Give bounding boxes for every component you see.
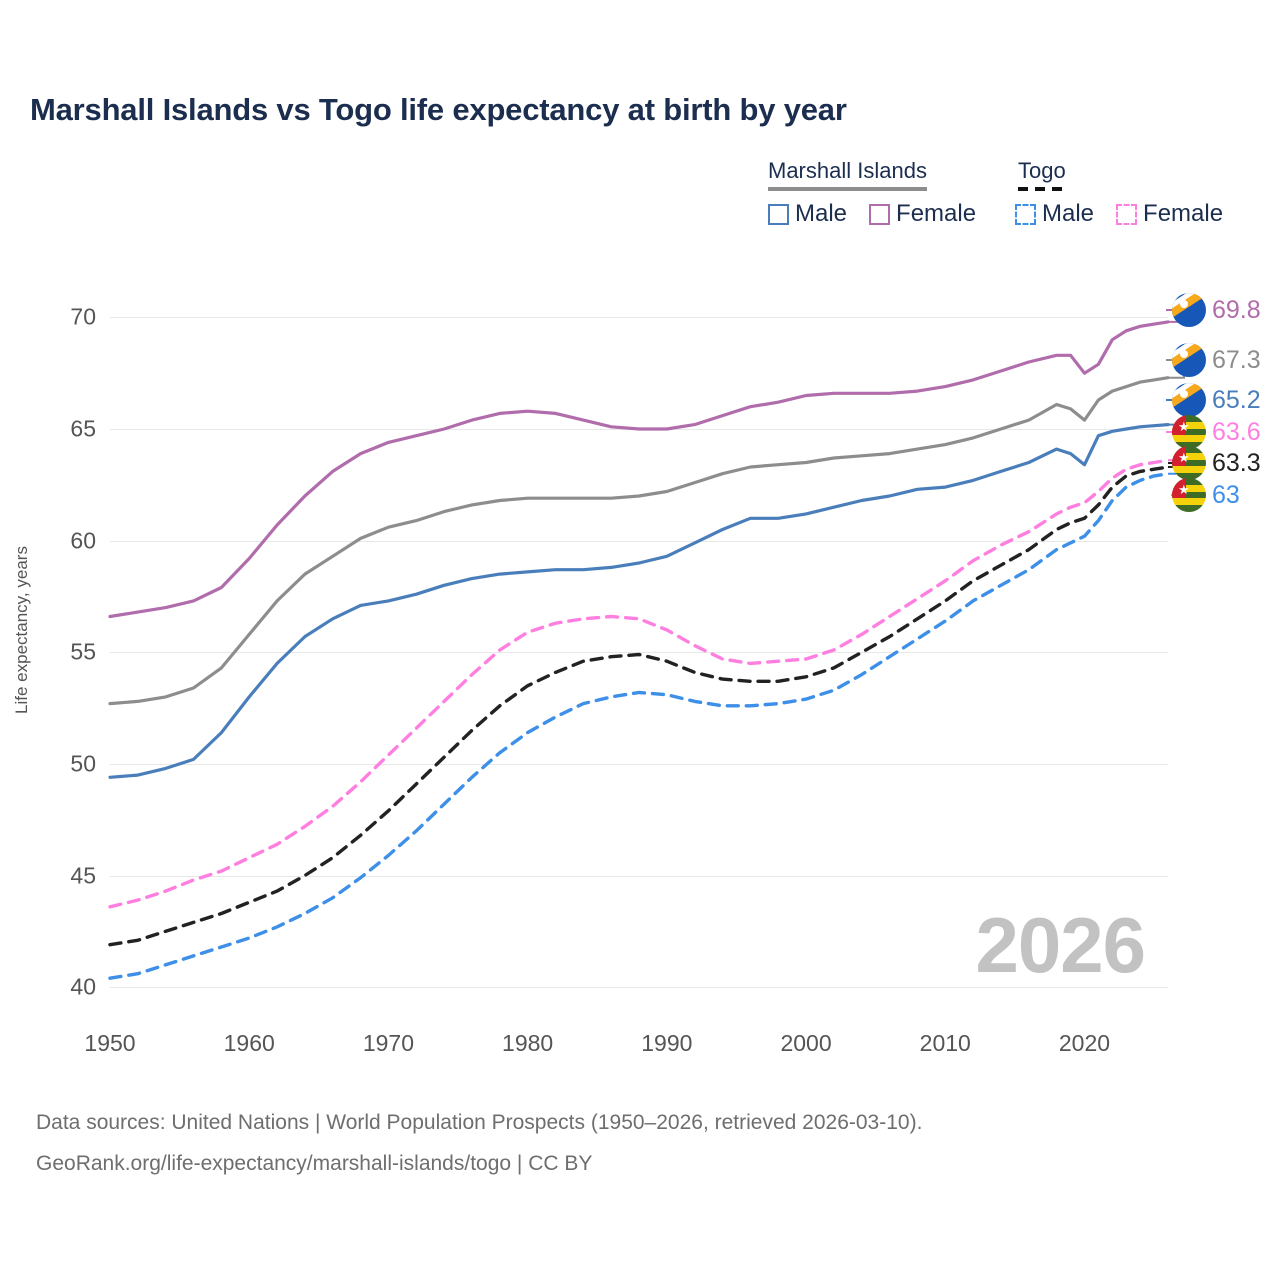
footer-attribution: GeoRank.org/life-expectancy/marshall-isl… <box>36 1152 593 1175</box>
gridline <box>110 763 1168 765</box>
year-watermark: 2026 <box>975 901 1146 989</box>
gridline <box>110 317 1168 319</box>
marshall-islands-flag-icon <box>1172 343 1206 377</box>
series-line <box>108 423 1170 779</box>
legend-item-marshall-islands-male[interactable]: Male <box>768 202 847 226</box>
gridline <box>110 987 1168 989</box>
marshall-islands-flag-icon <box>1172 383 1206 417</box>
x-axis-tick-label: 1950 <box>84 1030 136 1056</box>
legend-item-label: Female <box>1143 200 1224 227</box>
y-axis-tick-label: 60 <box>70 527 96 554</box>
legend-swatch-icon <box>1015 203 1036 225</box>
y-axis-tick-label: 50 <box>70 750 96 777</box>
series-end-label: ★ 63 <box>1172 478 1240 512</box>
legend-group-togo: Togo <box>1018 158 1066 191</box>
legend-swatch-icon <box>768 203 789 225</box>
legend-items-marshall-islands: Male Female <box>768 202 976 226</box>
series-end-value: 67.3 <box>1212 345 1261 374</box>
legend-country-label: Marshall Islands <box>768 158 927 183</box>
series-end-value: 63.6 <box>1212 417 1261 446</box>
series-end-value: 63.3 <box>1212 448 1261 477</box>
series-line <box>108 320 1170 619</box>
y-axis-tick-label: 45 <box>70 862 96 889</box>
series-end-label: ★ 63.3 <box>1172 446 1261 480</box>
togo-flag-icon: ★ <box>1172 478 1206 512</box>
series-end-value: 69.8 <box>1212 295 1261 324</box>
y-axis-tick-label: 40 <box>70 973 96 1000</box>
legend-country-rule <box>1018 187 1066 191</box>
gridline <box>110 652 1168 654</box>
series-line <box>108 465 1170 947</box>
series-end-label: 65.2 <box>1172 383 1261 417</box>
x-axis-tick-label: 1990 <box>641 1030 693 1056</box>
x-axis-tick-label: 2000 <box>780 1030 832 1056</box>
gridline <box>110 429 1168 431</box>
togo-flag-icon: ★ <box>1172 446 1206 480</box>
page-title: Marshall Islands vs Togo life expectancy… <box>30 92 847 127</box>
legend-country-label: Togo <box>1018 158 1066 183</box>
legend-country-rule <box>768 187 927 191</box>
x-axis-tick-label: 1960 <box>223 1030 275 1056</box>
gridline <box>110 540 1168 542</box>
togo-flag-icon: ★ <box>1172 415 1206 449</box>
legend-item-togo-female[interactable]: Female <box>1116 202 1223 226</box>
legend-group-marshall-islands: Marshall Islands <box>768 158 927 191</box>
legend-item-marshall-islands-female[interactable]: Female <box>869 202 976 226</box>
legend-items-togo: Male Female <box>1015 202 1223 226</box>
legend-item-togo-male[interactable]: Male <box>1015 202 1094 226</box>
legend-item-label: Male <box>1042 200 1095 227</box>
series-end-label: 69.8 <box>1172 293 1261 327</box>
y-axis-tick-label: 55 <box>70 638 96 665</box>
x-axis-tick-label: 2020 <box>1058 1030 1111 1056</box>
y-axis-tick-label: 65 <box>70 415 96 442</box>
x-axis-tick-label: 2010 <box>919 1030 971 1056</box>
y-axis-tick-label: 70 <box>70 303 96 330</box>
marshall-islands-flag-icon <box>1172 293 1206 327</box>
legend: Marshall Islands Male Female Togo Male <box>760 158 1260 240</box>
legend-item-label: Male <box>795 200 848 227</box>
series-end-value: 63 <box>1212 480 1240 509</box>
series-line <box>108 458 1170 909</box>
series-end-label: 67.3 <box>1172 343 1261 377</box>
gridline <box>110 875 1168 877</box>
series-end-value: 65.2 <box>1212 385 1261 414</box>
legend-item-label: Female <box>896 200 977 227</box>
x-axis-tick-label: 1980 <box>502 1030 554 1056</box>
legend-swatch-icon <box>1116 203 1138 225</box>
footer-data-sources: Data sources: United Nations | World Pop… <box>36 1111 923 1134</box>
legend-swatch-icon <box>869 203 891 225</box>
y-axis-label: Life expectancy, years <box>12 546 31 714</box>
x-axis-tick-label: 1970 <box>362 1030 414 1056</box>
series-end-label: ★ 63.6 <box>1172 415 1261 449</box>
